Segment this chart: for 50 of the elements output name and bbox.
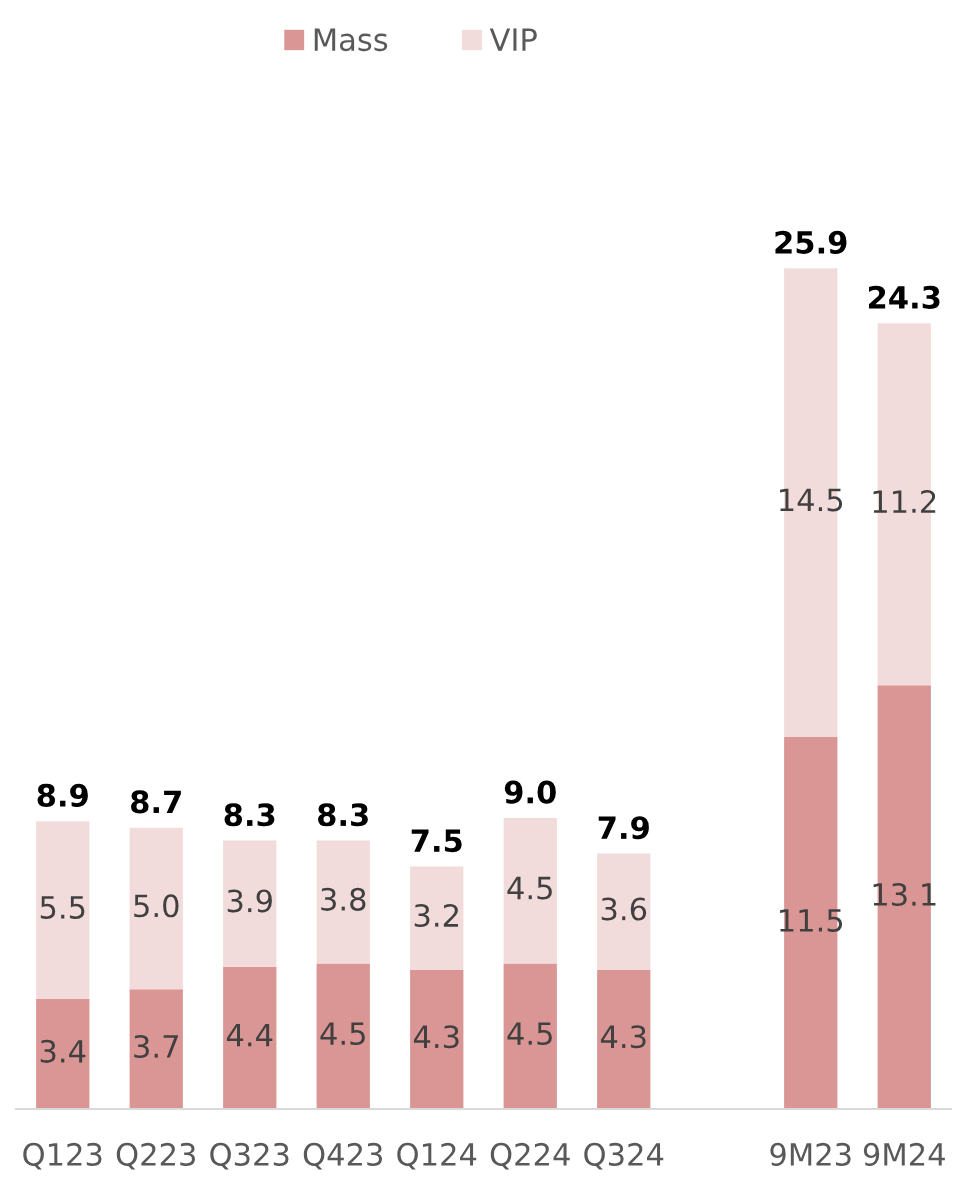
data-label: 4.5 — [507, 1022, 552, 1046]
data-label: 11.2 — [873, 490, 936, 513]
data-label: 4.5 — [320, 1022, 365, 1046]
bar — [410, 866, 464, 970]
bar — [597, 853, 651, 970]
legend-label: Mass — [314, 28, 388, 52]
total-label: 8.3 — [318, 803, 368, 827]
bar — [223, 966, 277, 1109]
total-label: 7.9 — [598, 816, 649, 840]
data-label: 3.6 — [601, 897, 647, 921]
bar — [223, 840, 277, 967]
bar — [597, 969, 651, 1109]
bar — [503, 963, 557, 1109]
bar — [316, 840, 370, 964]
total-label: 24.3 — [868, 285, 940, 309]
data-label: 3.7 — [134, 1034, 178, 1059]
x-tick-label: Q123 — [23, 1142, 102, 1170]
data-label: 3.9 — [227, 889, 272, 913]
data-label: 3.8 — [321, 887, 366, 911]
data-label: 14.5 — [780, 488, 843, 512]
data-label: 5.5 — [40, 896, 85, 919]
data-label: 4.4 — [226, 1024, 273, 1047]
total-label: 8.9 — [37, 783, 88, 807]
total-label: 9.0 — [504, 780, 556, 804]
data-label: 4.3 — [600, 1025, 646, 1049]
data-label: 4.3 — [413, 1025, 459, 1049]
x-tick-label: Q423 — [303, 1142, 382, 1170]
x-tick-label: Q323 — [210, 1142, 289, 1170]
total-label: 8.3 — [224, 803, 275, 827]
bar — [316, 963, 370, 1109]
total-label: 8.7 — [131, 790, 181, 814]
total-label: 7.5 — [411, 829, 462, 853]
bar — [129, 989, 183, 1109]
data-label: 3.2 — [414, 903, 458, 928]
bar — [36, 821, 90, 1000]
data-label: 5.0 — [134, 894, 179, 918]
bar — [36, 999, 90, 1109]
x-tick-label: Q324 — [584, 1142, 664, 1170]
x-tick-label: Q224 — [490, 1142, 570, 1170]
x-tick-label: Q124 — [397, 1142, 477, 1170]
total-label: 25.9 — [775, 230, 847, 254]
x-tick-label: Q223 — [116, 1142, 195, 1170]
bar — [129, 827, 183, 990]
legend-label: VIP — [489, 28, 537, 51]
x-tick-label: 9M24 — [863, 1142, 945, 1166]
data-label: 3.4 — [40, 1039, 86, 1063]
bar — [503, 817, 557, 964]
data-label: 4.5 — [507, 876, 552, 900]
x-tick-label: 9M23 — [770, 1142, 851, 1166]
bar — [410, 969, 464, 1109]
